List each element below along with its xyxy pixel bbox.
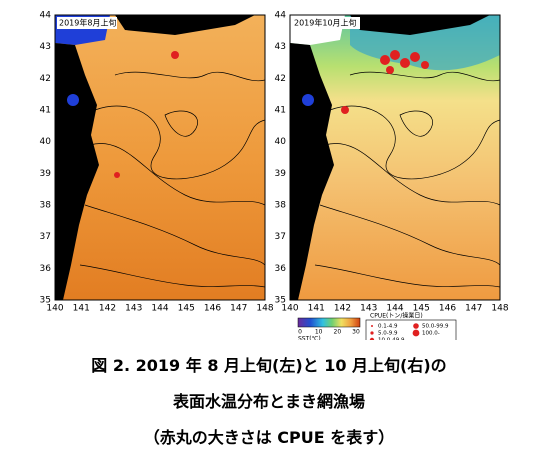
lat-tick-label: 43: [275, 42, 286, 52]
lon-tick-label: 142: [99, 304, 116, 314]
legend-marker: [370, 331, 374, 335]
lat-tick-label: 38: [275, 201, 287, 211]
lat-tick-label: 42: [40, 74, 51, 84]
frame: [54, 14, 266, 301]
lat-tick-label: 41: [40, 106, 51, 116]
lat-tick-label: 44: [275, 11, 287, 21]
lon-tick-label: 148: [256, 304, 273, 314]
lat-tick-label: 37: [275, 232, 286, 242]
lon-tick-label: 141: [308, 304, 325, 314]
catch-point: [380, 55, 390, 65]
sst-contour: [324, 143, 501, 206]
legend-marker: [371, 325, 373, 327]
colorbar-label: SST(℃): [298, 336, 321, 341]
cpue-legend: CPUE(トン/操業日) 0.1-4.95.0-9.910.0-49.9 50.0-…: [365, 312, 457, 345]
sst-contour: [314, 264, 501, 288]
lat-tick-label: 39: [40, 169, 52, 179]
lon-tick-label: 145: [413, 304, 430, 314]
lon-tick-label: 145: [178, 304, 195, 314]
legend-item: 50.0-99.9: [422, 324, 449, 330]
lat-tick-label: 44: [40, 11, 52, 21]
catch-point: [386, 66, 394, 74]
lat-tick-label: 35: [275, 296, 286, 306]
colorbar-tick-label: 30: [352, 329, 360, 336]
label-bg: [292, 17, 360, 29]
legend-marker: [413, 323, 419, 329]
lat-tick-label: 39: [275, 169, 287, 179]
lat-tick-label: 35: [40, 296, 51, 306]
legend-item: 10.0-49.9: [378, 338, 405, 341]
lon-tick-label: 146: [439, 304, 456, 314]
sst-contour: [94, 105, 266, 180]
land: [55, 15, 255, 300]
catch-point: [341, 106, 349, 114]
land: [290, 15, 490, 300]
sst-contour: [89, 143, 266, 206]
sst-contour: [84, 204, 266, 266]
lon-tick-label: 148: [491, 304, 508, 314]
lat-tick-label: 41: [275, 106, 286, 116]
sst-contour: [349, 71, 501, 82]
legend-marker: [412, 329, 420, 337]
catch-point: [114, 172, 120, 178]
lat-tick-label: 38: [40, 201, 52, 211]
lon-tick-label: 146: [204, 304, 221, 314]
lat-tick-label: 37: [40, 232, 51, 242]
sst-contour: [114, 71, 266, 82]
sst-contour: [319, 204, 501, 266]
catch-point: [171, 51, 179, 59]
lon-tick-label: 143: [125, 304, 142, 314]
lat-tick-label: 43: [40, 42, 51, 52]
maps: 2019年8月上旬 35 36 37 38 39 40 41 42 43 44 140 141 142 14…: [40, 11, 509, 345]
caption-line: 図 2. 2019 年 8 月上旬(左)と 10 月上旬(右)の: [91, 356, 447, 375]
catch-point: [410, 52, 420, 62]
lon-tick-label: 142: [334, 304, 351, 314]
lat-tick-label: 40: [275, 137, 287, 147]
legend-item: 0.1-4.9: [378, 324, 398, 330]
lon-tick-label: 143: [360, 304, 377, 314]
label-bg: [57, 17, 117, 29]
colorbar-scale: [297, 317, 361, 328]
map-panel: 2019年8月上旬 35 36 37 38 39 40 41 42 43 44 140 141 142 14…: [40, 11, 274, 314]
legend-title: CPUE(トン/操業日): [370, 312, 423, 320]
sst-contour: [399, 110, 433, 137]
lat-tick-label: 40: [40, 137, 52, 147]
lat-tick-label: 36: [40, 264, 52, 274]
map-panel: 2019年10月上旬 35 36 37 38 39 40 41 42 43 44 140 141 142 1…: [275, 11, 509, 314]
panel-label: 2019年10月上旬: [294, 18, 357, 28]
frame: [289, 14, 501, 301]
lat-tick-label: 42: [275, 74, 286, 84]
lon-tick-label: 144: [151, 304, 168, 314]
lake: [302, 94, 314, 106]
lon-tick-label: 140: [46, 304, 63, 314]
caption-line: （赤丸の大きさは CPUE を表す）: [143, 428, 395, 447]
catch-point: [390, 50, 400, 60]
sst-contour: [79, 264, 266, 288]
lon-tick-label: 140: [281, 304, 298, 314]
lon-tick-label: 147: [465, 304, 482, 314]
lat-tick-label: 36: [275, 264, 287, 274]
legend-item: 5.0-9.9: [378, 331, 398, 337]
colorbar-tick-label: 20: [334, 329, 342, 336]
colorbar-tick-label: 0: [298, 329, 302, 336]
colorbar: 0 10 20 30 SST(℃): [297, 317, 361, 343]
sst-contour: [164, 110, 198, 137]
sst-contour: [329, 105, 501, 180]
legend-item: 100.0-: [422, 331, 440, 337]
lake: [67, 94, 79, 106]
caption-line: 表面水温分布とまき網漁場: [172, 392, 365, 411]
lon-tick-label: 141: [73, 304, 90, 314]
panel-label: 2019年8月上旬: [59, 18, 116, 28]
catch-point: [421, 61, 429, 69]
colorbar-tick-label: 10: [315, 329, 323, 336]
lon-tick-label: 144: [386, 304, 403, 314]
lon-tick-label: 147: [230, 304, 247, 314]
catch-point: [400, 58, 410, 68]
